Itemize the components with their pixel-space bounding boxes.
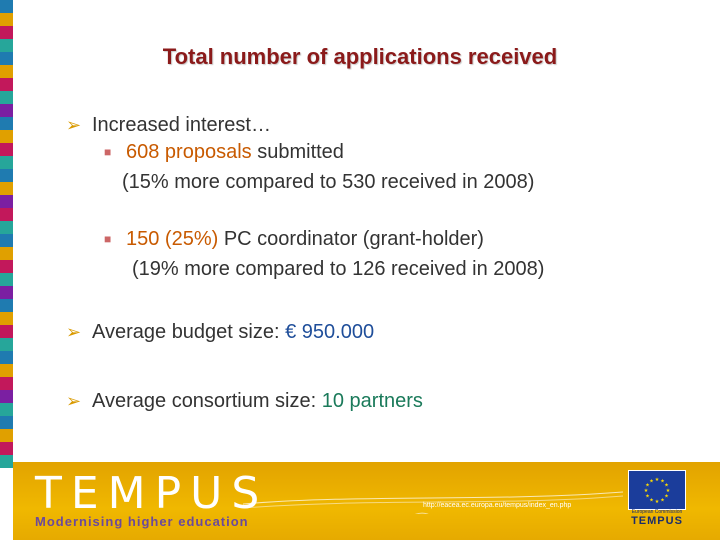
eu-star-icon: ★ [664,494,669,500]
website-link[interactable]: http://eacea.ec.europa.eu/tempus/index_e… [423,502,572,509]
eu-star-icon: ★ [655,477,660,483]
subbullet-proposals: ■ 608 proposals submitted [104,141,344,164]
subbullet-coordinators: ■ 150 (25%) PC coordinator (grant-holder) [104,228,484,251]
budget-value: € 950.000 [285,321,375,343]
bullet-budget: ➢ Average budget size: € 950.000 [66,321,374,344]
stripe-square [0,455,13,468]
subbullet-coordinators-detail: (19% more compared to 126 received in 20… [132,258,545,280]
proposals-count: 608 proposals [126,141,252,163]
eu-star-icon: ★ [664,483,669,489]
stripe-square [0,286,13,299]
stripe-square [0,429,13,442]
bullet-text: Average consortium size: [92,390,322,412]
tagline: Modernising higher education [35,514,249,529]
stripe-square [0,312,13,325]
eu-tempus-label: TEMPUS [631,515,683,527]
stripe-square [0,195,13,208]
stripe-square [0,208,13,221]
stripe-square [0,52,13,65]
stripe-square [0,416,13,429]
eu-star-icon: ★ [655,499,660,505]
stripe-square [0,234,13,247]
eu-star-icon: ★ [645,494,650,500]
subbullet-text: PC coordinator (grant-holder) [218,228,484,250]
stripe-square [0,65,13,78]
consortium-value: 10 partners [321,390,423,412]
eu-star-icon: ★ [645,483,650,489]
subbullet-text: submitted [251,141,344,163]
stripe-square [0,91,13,104]
stripe-square [0,325,13,338]
square-bullet-icon: ■ [104,232,112,246]
stripe-square [0,364,13,377]
bullet-interest: ➢ Increased interest… [66,114,271,137]
stripe-square [0,442,13,455]
eu-star-icon: ★ [644,488,649,494]
eu-star-icon: ★ [660,478,665,484]
eu-star-icon: ★ [649,478,654,484]
stripe-square [0,351,13,364]
stripe-square [0,117,13,130]
bullet-text: Increased interest… [92,114,271,136]
eu-star-icon: ★ [649,498,654,504]
stripe-square [0,273,13,286]
arrow-bullet-icon: ➢ [66,115,82,135]
stripe-square [0,104,13,117]
stripe-square [0,247,13,260]
eu-caption: European Commission [631,509,683,515]
eu-star-icon: ★ [660,498,665,504]
stripe-square [0,221,13,234]
stripe-square [0,338,13,351]
arrow-bullet-icon: ➢ [66,391,82,411]
stripe-square [0,26,13,39]
stripe-square [0,169,13,182]
stripe-square [0,0,13,13]
stripe-square [0,299,13,312]
bullet-consortium: ➢ Average consortium size: 10 partners [66,390,423,413]
stripe-square [0,182,13,195]
stripe-square [0,377,13,390]
stripe-square [0,78,13,91]
footer-banner: TEMPUS Modernising higher education http… [13,462,720,540]
stripe-square [0,390,13,403]
stripe-square [0,39,13,52]
decorative-swoosh [243,491,623,514]
square-bullet-icon: ■ [104,145,112,159]
stripe-square [0,403,13,416]
stripe-square [0,260,13,273]
coordinator-count: 150 (25%) [126,228,219,250]
decorative-stripe [0,0,13,468]
page-title: Total number of applications received [162,44,558,69]
tempus-logo: TEMPUS [35,468,269,519]
stripe-square [0,156,13,169]
stripe-square [0,130,13,143]
stripe-square [0,143,13,156]
stripe-square [0,13,13,26]
eu-stars-icon: ★★★★★★★★★ ★ ★★ [644,477,671,505]
eu-flag-icon: ★ ★ ★ ★ ★ ★ ★ ★ ★ ★ ★ ★ [628,470,686,510]
bullet-text: Average budget size: [92,321,286,343]
eu-star-icon: ★ [666,488,671,494]
arrow-bullet-icon: ➢ [66,322,82,342]
subbullet-proposals-detail: (15% more compared to 530 received in 20… [122,171,535,193]
